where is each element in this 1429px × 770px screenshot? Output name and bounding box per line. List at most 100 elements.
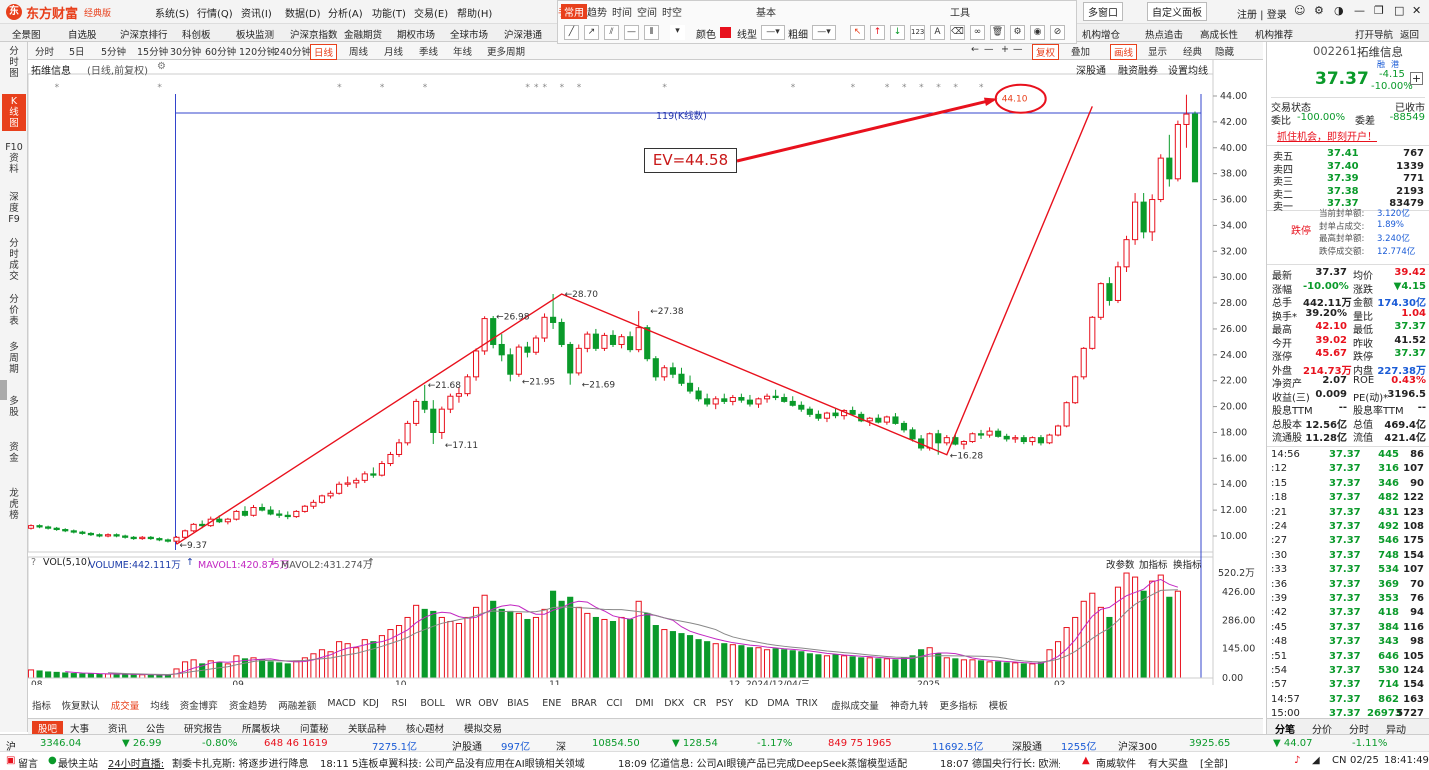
volume-bar[interactable] bbox=[669, 631, 676, 679]
volume-bar[interactable] bbox=[310, 653, 317, 679]
candle[interactable] bbox=[70, 529, 77, 534]
event-marker[interactable]: * bbox=[337, 83, 342, 93]
indicator-tab[interactable]: 资金趋势 bbox=[229, 701, 268, 712]
indicator-tab[interactable]: BOLL bbox=[420, 698, 445, 709]
volume-bar[interactable] bbox=[79, 673, 86, 679]
tab-options[interactable]: 期权市场 bbox=[397, 30, 436, 41]
sh-index[interactable]: 3346.04 bbox=[40, 738, 82, 749]
candle[interactable] bbox=[387, 451, 394, 467]
volume-bar[interactable] bbox=[995, 661, 1002, 679]
parallel-icon[interactable]: ⫽ bbox=[604, 25, 619, 40]
candle[interactable] bbox=[661, 365, 668, 381]
candle[interactable] bbox=[361, 471, 368, 483]
volume-bar[interactable] bbox=[53, 671, 60, 679]
chart-settings-icon[interactable]: ⚙ bbox=[157, 61, 166, 72]
candle[interactable] bbox=[729, 394, 736, 406]
volume-bar[interactable] bbox=[104, 673, 112, 679]
promo-link[interactable]: 抓住机会，即刻开户！ bbox=[1277, 132, 1377, 143]
event-marker[interactable]: * bbox=[577, 83, 582, 93]
indicator-tab[interactable]: CCI bbox=[606, 698, 623, 709]
candle[interactable] bbox=[464, 374, 471, 397]
candle[interactable] bbox=[1123, 235, 1130, 272]
tab-index[interactable]: 沪深京指数 bbox=[290, 30, 338, 41]
candle[interactable] bbox=[395, 438, 403, 458]
candle[interactable] bbox=[644, 325, 651, 362]
multi-window-button[interactable]: 多窗口 bbox=[1083, 2, 1123, 21]
tab-hot-chase[interactable]: 热点追击 bbox=[1145, 30, 1184, 41]
volume-bar[interactable] bbox=[900, 657, 908, 679]
candle[interactable] bbox=[815, 410, 822, 421]
volume-bar[interactable] bbox=[113, 673, 120, 679]
info-tab[interactable]: 资讯 bbox=[108, 724, 128, 735]
candle[interactable] bbox=[1149, 194, 1156, 241]
indicator-tab[interactable]: 虚拟成交量 bbox=[831, 701, 879, 712]
candle[interactable] bbox=[224, 517, 231, 525]
volume-bar[interactable] bbox=[387, 629, 394, 679]
menu-system[interactable]: 系统(S) bbox=[155, 9, 190, 20]
candle[interactable] bbox=[96, 533, 103, 538]
link-icon[interactable]: ∞ bbox=[970, 25, 985, 40]
period-30min[interactable]: 30分钟 bbox=[170, 47, 202, 58]
volume-bar[interactable] bbox=[841, 655, 848, 679]
tab-high-growth[interactable]: 高成长性 bbox=[1200, 30, 1239, 41]
chart-svg[interactable]: * * * * * * * * * * * * * * * * * * * 44.00 42.00 40.00 38.00 3… bbox=[27, 60, 1263, 690]
add-watch-icon[interactable]: + bbox=[1410, 72, 1423, 85]
period-120min[interactable]: 120分钟 bbox=[239, 47, 277, 58]
zoom-out-icon[interactable]: — bbox=[984, 44, 994, 55]
volume-bar[interactable] bbox=[524, 618, 531, 679]
indicator-tab[interactable]: WR bbox=[455, 698, 472, 709]
candle[interactable] bbox=[190, 523, 197, 533]
info-tab[interactable]: 模拟交易 bbox=[464, 724, 503, 735]
ray-icon[interactable]: ↗ bbox=[584, 25, 599, 40]
volume-bar[interactable] bbox=[678, 633, 685, 679]
volume-bar[interactable] bbox=[627, 618, 634, 679]
period-15min[interactable]: 15分钟 bbox=[137, 47, 169, 58]
period-yearly[interactable]: 年线 bbox=[453, 47, 473, 58]
volume-bar[interactable] bbox=[87, 673, 94, 679]
candle[interactable] bbox=[1054, 424, 1062, 437]
volume-bar[interactable] bbox=[1140, 590, 1147, 679]
candle[interactable] bbox=[490, 316, 497, 349]
kline-chart[interactable]: * * * * * * * * * * * * * * * * * * * 44.00 42.00 40.00 38.00 3… bbox=[27, 60, 1263, 690]
gear-icon[interactable]: ⚙ bbox=[1010, 25, 1025, 40]
candle[interactable] bbox=[1183, 94, 1190, 148]
candle[interactable] bbox=[421, 384, 428, 414]
volume-bar[interactable] bbox=[1012, 662, 1019, 679]
drawtool-tab-spacetime[interactable]: 时空 bbox=[662, 8, 682, 19]
candle[interactable] bbox=[969, 432, 976, 443]
candle[interactable] bbox=[139, 536, 146, 540]
candle[interactable] bbox=[1003, 433, 1010, 442]
maximize-icon[interactable]: □ bbox=[1394, 4, 1405, 17]
tab-connect[interactable]: 沪深港通 bbox=[504, 30, 543, 41]
candle[interactable] bbox=[875, 414, 882, 424]
volume-bar[interactable] bbox=[746, 647, 754, 679]
adjust-select[interactable]: 复权 bbox=[1032, 44, 1060, 60]
volume-bar[interactable] bbox=[1037, 662, 1045, 679]
message-link[interactable]: 留言 bbox=[18, 759, 38, 770]
period-intraday[interactable]: 分时 bbox=[35, 47, 55, 58]
event-marker[interactable]: * bbox=[902, 83, 907, 93]
minimize-icon[interactable]: — bbox=[1354, 4, 1365, 17]
volume-bar[interactable] bbox=[866, 657, 873, 679]
event-marker[interactable]: * bbox=[543, 83, 548, 93]
period-5min[interactable]: 5分钟 bbox=[101, 47, 127, 58]
candle[interactable] bbox=[635, 311, 642, 353]
volume-bar[interactable] bbox=[293, 660, 300, 679]
volume-bar[interactable] bbox=[635, 600, 642, 679]
candle[interactable] bbox=[1029, 436, 1036, 446]
volume-bar[interactable] bbox=[584, 612, 591, 679]
volume-bar[interactable] bbox=[318, 649, 326, 679]
candle[interactable] bbox=[241, 506, 249, 517]
candle[interactable] bbox=[507, 348, 514, 382]
candle[interactable] bbox=[472, 348, 480, 381]
event-marker[interactable]: * bbox=[534, 83, 539, 93]
candle[interactable] bbox=[1080, 347, 1087, 380]
all-alerts-link[interactable]: [全部] bbox=[1200, 759, 1228, 770]
menu-trade[interactable]: 交易(E) bbox=[414, 9, 449, 20]
event-marker[interactable]: * bbox=[919, 83, 924, 93]
indicator-tab[interactable]: 模板 bbox=[988, 701, 1008, 712]
candle[interactable] bbox=[481, 316, 488, 355]
candle[interactable] bbox=[592, 328, 599, 351]
candle[interactable] bbox=[686, 375, 694, 394]
volume-bar[interactable] bbox=[772, 648, 779, 679]
